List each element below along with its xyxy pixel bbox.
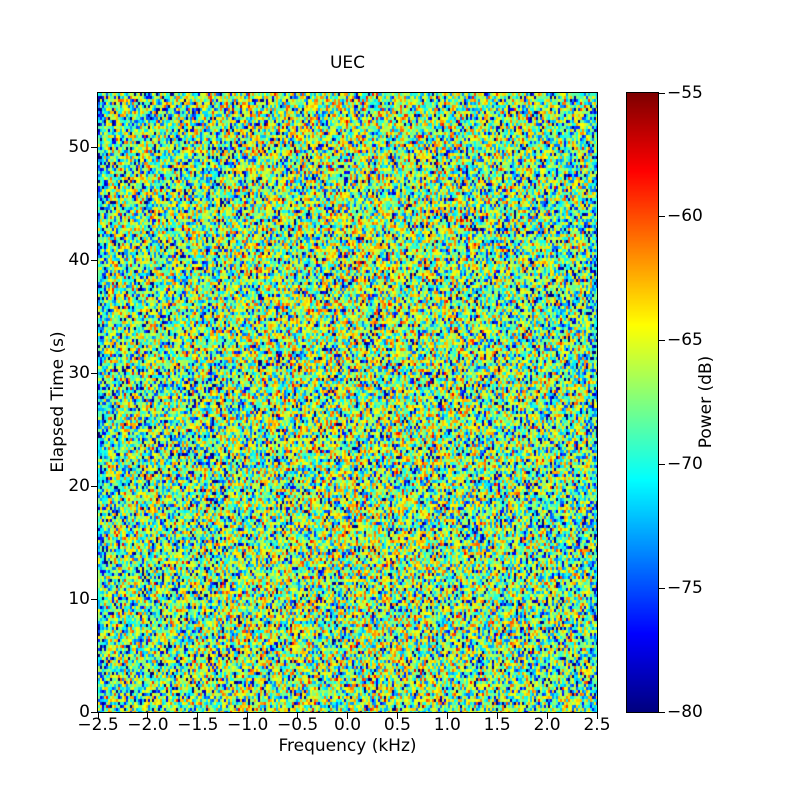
y-tick-mark xyxy=(91,598,97,600)
x-tick-mark xyxy=(147,713,149,719)
y-tick-mark xyxy=(91,372,97,374)
colorbar-tick-label: −65 xyxy=(667,330,703,351)
y-tick-label: 40 xyxy=(68,249,90,270)
x-tick-label: 2.5 xyxy=(583,715,611,735)
x-tick-label: −0.5 xyxy=(276,715,319,735)
y-tick-mark xyxy=(91,485,97,487)
x-tick-label: 0.5 xyxy=(383,715,411,735)
x-tick-mark xyxy=(97,713,99,719)
y-tick-mark xyxy=(91,259,97,261)
x-tick-label: −1.0 xyxy=(227,715,269,735)
x-tick-label: −1.5 xyxy=(177,715,219,735)
x-tick-mark xyxy=(347,713,348,719)
x-tick-label: −2.5 xyxy=(77,715,119,735)
colorbar-label: Power (dB) xyxy=(696,355,716,449)
colorbar-border xyxy=(626,92,659,713)
x-tick-mark xyxy=(496,713,498,719)
plot-area-border xyxy=(97,92,598,713)
colorbar-tick-mark xyxy=(659,216,665,218)
colorbar-gradient xyxy=(627,93,658,712)
x-tick-label: 1.0 xyxy=(433,715,461,735)
x-tick-mark xyxy=(297,713,299,719)
y-tick-label: 0 xyxy=(79,701,90,722)
y-tick-mark xyxy=(91,711,97,713)
colorbar-tick-label: −75 xyxy=(667,577,703,598)
x-tick-label: 0.0 xyxy=(333,715,362,735)
x-tick-mark xyxy=(396,713,398,719)
colorbar-tick-mark xyxy=(659,463,665,465)
x-tick-label: 1.5 xyxy=(483,715,511,735)
x-tick-mark xyxy=(546,713,548,719)
x-tick-label: 2.0 xyxy=(533,715,561,735)
x-tick-mark xyxy=(197,713,199,719)
spectrogram-heatmap xyxy=(98,93,597,712)
y-tick-label: 10 xyxy=(68,588,90,609)
y-tick-mark xyxy=(91,146,97,148)
x-tick-mark xyxy=(247,713,249,719)
chart-title: UEC xyxy=(329,53,366,73)
colorbar-tick-label: −55 xyxy=(667,82,703,103)
y-axis-label: Elapsed Time (s) xyxy=(48,331,68,473)
colorbar-tick-mark xyxy=(659,587,665,589)
y-tick-label: 50 xyxy=(68,136,90,157)
colorbar-tick-mark xyxy=(659,711,665,713)
y-tick-label: 30 xyxy=(68,362,90,383)
x-tick-mark xyxy=(446,713,448,719)
colorbar-tick-label: −80 xyxy=(667,701,703,722)
x-tick-label: −2.0 xyxy=(127,715,169,735)
x-axis-label: Frequency (kHz) xyxy=(278,736,417,756)
x-tick-mark xyxy=(596,713,598,719)
colorbar-tick-mark xyxy=(659,340,665,342)
y-tick-label: 20 xyxy=(68,475,90,496)
colorbar-tick-label: −60 xyxy=(667,206,703,227)
colorbar-tick-label: −70 xyxy=(667,453,703,474)
colorbar-tick-mark xyxy=(659,92,665,94)
